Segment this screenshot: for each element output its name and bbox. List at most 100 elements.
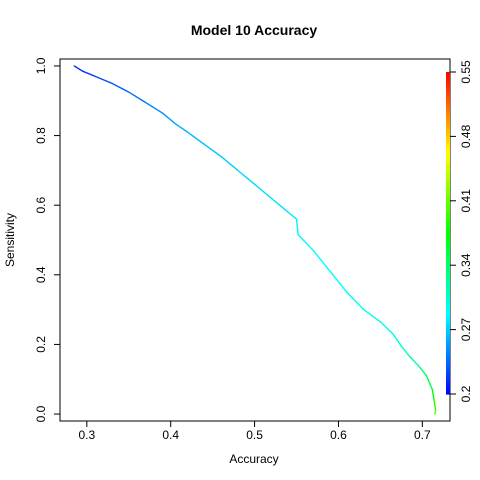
colorbar-tick-label: 0.34 — [459, 253, 473, 277]
colorbar-segment — [446, 161, 450, 166]
colorbar-segment — [446, 233, 450, 238]
y-tick-label: 0.8 — [34, 127, 48, 144]
y-tick-label: 0.4 — [34, 266, 48, 283]
colorbar-segment — [446, 193, 450, 198]
colorbar-segment — [446, 177, 450, 182]
colorbar-segment — [446, 209, 450, 214]
colorbar-segment — [446, 72, 450, 77]
colorbar-segment — [446, 181, 450, 186]
colorbar-segment — [446, 140, 450, 145]
y-axis-title: Sensitivity — [3, 213, 17, 267]
colorbar-segment — [446, 362, 450, 367]
colorbar-segment — [446, 249, 450, 254]
colorbar-segment — [446, 305, 450, 310]
y-tick-label: 0.0 — [34, 405, 48, 422]
colorbar-segment — [446, 104, 450, 109]
colorbar-segment — [446, 229, 450, 234]
colorbar-segment — [446, 128, 450, 133]
chart-title: Model 10 Accuracy — [191, 22, 318, 38]
x-tick-label: 0.5 — [246, 428, 263, 442]
colorbar-segment — [446, 326, 450, 331]
colorbar-segment — [446, 80, 450, 85]
colorbar-segment — [446, 342, 450, 347]
colorbar-tick-label: 0.27 — [459, 318, 473, 342]
colorbar-segment — [446, 157, 450, 162]
colorbar-segment — [446, 116, 450, 121]
colorbar-segment — [446, 281, 450, 286]
colorbar-segment — [446, 213, 450, 218]
colorbar-segment — [446, 96, 450, 101]
colorbar-segment — [446, 261, 450, 266]
colorbar-segment — [446, 314, 450, 319]
colorbar-segment — [446, 354, 450, 359]
x-axis-title: Accuracy — [229, 452, 278, 466]
colorbar-segment — [446, 301, 450, 306]
colorbar-tick-label: 0.2 — [459, 385, 473, 402]
colorbar-segment — [446, 366, 450, 371]
colorbar-segment — [446, 120, 450, 125]
colorbar-segment — [446, 205, 450, 210]
colorbar-segment — [446, 76, 450, 81]
colorbar-segment — [446, 189, 450, 194]
y-tick-label: 1.0 — [34, 57, 48, 74]
colorbar-segment — [446, 165, 450, 170]
colorbar-segment — [446, 237, 450, 242]
colorbar-segment — [446, 92, 450, 97]
colorbar-segment — [446, 370, 450, 375]
colorbar-segment — [446, 269, 450, 274]
colorbar-segment — [446, 374, 450, 379]
colorbar-segment — [446, 112, 450, 117]
colorbar-segment — [446, 84, 450, 89]
colorbar-segment — [446, 330, 450, 335]
colorbar-segment — [446, 100, 450, 105]
colorbar-segment — [446, 318, 450, 323]
colorbar-segment — [446, 257, 450, 262]
colorbar-segment — [446, 277, 450, 282]
colorbar-tick-label: 0.48 — [459, 124, 473, 148]
colorbar-segment — [446, 378, 450, 383]
y-tick-label: 0.6 — [34, 197, 48, 214]
colorbar-segment — [446, 201, 450, 206]
colorbar-segment — [446, 253, 450, 258]
colorbar-segment — [446, 217, 450, 222]
colorbar-segment — [446, 358, 450, 363]
colorbar-segment — [446, 273, 450, 278]
x-tick-label: 0.3 — [78, 428, 95, 442]
colorbar-segment — [446, 350, 450, 355]
colorbar-tick-label: 0.41 — [459, 189, 473, 213]
colorbar-segment — [446, 265, 450, 270]
colorbar-segment — [446, 153, 450, 158]
colorbar-segment — [446, 197, 450, 202]
colorbar-segment — [446, 293, 450, 298]
colorbar-segment — [446, 132, 450, 137]
y-tick-label: 0.2 — [34, 336, 48, 353]
colorbar-segment — [446, 108, 450, 113]
colorbar-segment — [446, 144, 450, 149]
x-tick-label: 0.4 — [162, 428, 179, 442]
colorbar-segment — [446, 334, 450, 339]
colorbar-segment — [446, 225, 450, 230]
colorbar — [446, 72, 450, 395]
colorbar-segment — [446, 322, 450, 327]
colorbar-segment — [446, 390, 450, 395]
colorbar-tick-label: 0.55 — [459, 60, 473, 84]
x-tick-label: 0.7 — [414, 428, 431, 442]
colorbar-segment — [446, 386, 450, 391]
colorbar-segment — [446, 309, 450, 314]
colorbar-segment — [446, 221, 450, 226]
colorbar-segment — [446, 148, 450, 153]
colorbar-segment — [446, 169, 450, 174]
colorbar-segment — [446, 289, 450, 294]
colorbar-segment — [446, 297, 450, 302]
colorbar-segment — [446, 241, 450, 246]
curve-segment — [435, 411, 436, 414]
colorbar-segment — [446, 173, 450, 178]
colorbar-segment — [446, 285, 450, 290]
colorbar-segment — [446, 88, 450, 93]
x-tick-label: 0.6 — [330, 428, 347, 442]
colorbar-segment — [446, 185, 450, 190]
colorbar-segment — [446, 382, 450, 387]
colorbar-segment — [446, 338, 450, 343]
